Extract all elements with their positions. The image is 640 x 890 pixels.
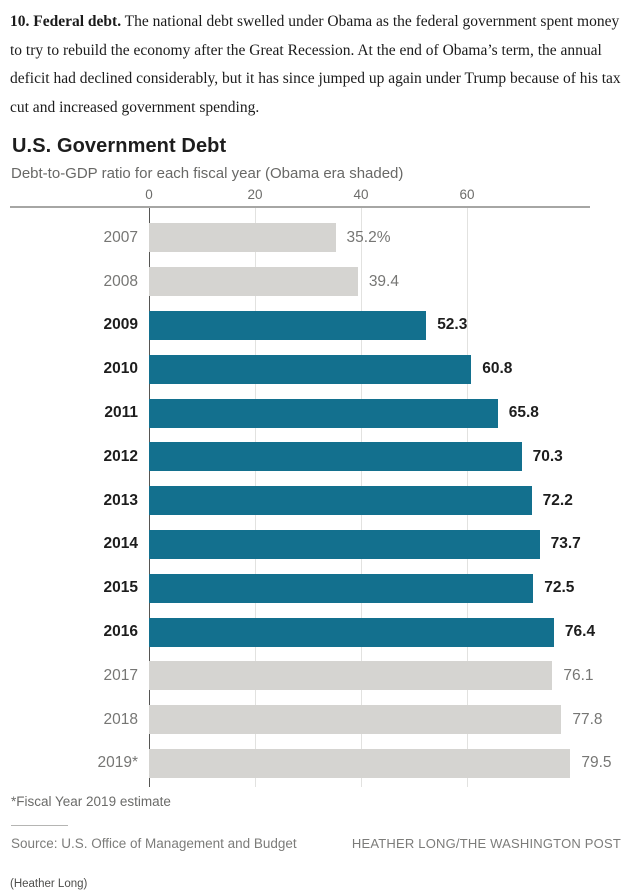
year-label: 2017 xyxy=(103,666,138,684)
value-label: 65.8 xyxy=(508,404,539,422)
bar-track: 72.2 xyxy=(149,486,590,516)
value-label: 52.3 xyxy=(437,316,468,334)
debt-chart: U.S. Government Debt Debt-to-GDP ratio f… xyxy=(10,135,621,851)
byline-credit: HEATHER LONG/THE WASHINGTON POST xyxy=(351,836,621,852)
chart-row: 2012 70.3 xyxy=(10,435,590,479)
chart-row: 2019* 79.5 xyxy=(10,742,612,786)
value-label: 60.8 xyxy=(482,360,513,378)
year-label: 2014 xyxy=(103,535,138,553)
chart-row: 2013 72.2 xyxy=(10,479,590,523)
value-label: 72.5 xyxy=(544,579,575,597)
year-label: 2013 xyxy=(103,491,138,509)
year-label: 2008 xyxy=(103,272,138,290)
obama-era-bar xyxy=(149,529,540,559)
chart-row: 2010 60.8 xyxy=(10,347,590,391)
intro-lead: 10. Federal debt. xyxy=(10,13,122,30)
x-axis-tick-label: 60 xyxy=(459,187,475,202)
chart-row: 2018 77.8 xyxy=(10,698,603,742)
year-label: 2015 xyxy=(103,579,138,597)
obama-era-bar xyxy=(149,398,498,428)
plot-area: 2007 35.2% 2008 39.4 2009 52.3 2010 60.8 2011 65.… xyxy=(10,206,612,788)
value-label: 76.4 xyxy=(564,623,596,641)
x-axis-ticks: 0 20 40 60 xyxy=(10,185,590,206)
obama-era-bar xyxy=(149,486,532,516)
bar xyxy=(149,223,336,253)
year-label: 2016 xyxy=(103,623,138,641)
chart-row: 2015 72.5 xyxy=(10,566,590,610)
obama-era-bar xyxy=(149,354,472,384)
value-label: 73.7 xyxy=(550,535,581,553)
bar-track: 79.5 xyxy=(149,748,612,778)
bar-track: 39.4 xyxy=(149,267,590,297)
bar-track: 70.3 xyxy=(149,442,590,472)
bar-track: 73.7 xyxy=(149,529,590,559)
value-label: 77.8 xyxy=(572,710,603,728)
intro-body: The national debt swelled under Obama as… xyxy=(10,13,621,116)
bar xyxy=(149,661,553,691)
bar-track: 76.1 xyxy=(149,661,594,691)
intro-paragraph: 10. Federal debt. The national debt swel… xyxy=(0,0,640,122)
source-row: Source: U.S. Office of Management and Bu… xyxy=(11,836,621,851)
year-label: 2007 xyxy=(103,228,138,246)
year-label: 2010 xyxy=(103,360,138,378)
x-axis-tick-label: 40 xyxy=(353,187,369,202)
chart-row: 2008 39.4 xyxy=(10,260,590,304)
chart-row: 2014 73.7 xyxy=(10,523,590,567)
year-label: 2019* xyxy=(97,754,138,772)
source-text: Source: U.S. Office of Management and Bu… xyxy=(11,836,297,852)
chart-row: 2016 76.4 xyxy=(10,610,595,654)
chart-row: 2017 76.1 xyxy=(10,654,594,698)
bar xyxy=(149,748,571,778)
chart-row: 2007 35.2% xyxy=(10,216,590,260)
bar-track: 77.8 xyxy=(149,705,603,735)
bar-track: 60.8 xyxy=(149,354,590,384)
year-label: 2018 xyxy=(103,710,138,728)
value-label: 39.4 xyxy=(368,272,399,290)
value-label: 70.3 xyxy=(532,447,563,465)
bar-track: 72.5 xyxy=(149,573,590,603)
bar-track: 35.2% xyxy=(149,223,590,253)
chart-row: 2011 65.8 xyxy=(10,391,590,435)
value-label: 72.2 xyxy=(542,491,573,509)
year-label: 2009 xyxy=(103,316,138,334)
bar xyxy=(149,705,562,735)
bar-track: 76.4 xyxy=(149,617,596,647)
obama-era-bar xyxy=(149,442,522,472)
year-label: 2012 xyxy=(103,447,138,465)
photo-caption: (Heather Long) xyxy=(10,878,88,890)
chart-title: U.S. Government Debt xyxy=(12,135,227,157)
divider-rule xyxy=(11,825,68,827)
bar-track: 52.3 xyxy=(149,310,590,340)
x-axis-tick-label: 20 xyxy=(247,187,263,202)
bar-track: 65.8 xyxy=(149,398,590,428)
obama-era-bar xyxy=(149,573,534,603)
obama-era-bar xyxy=(149,617,554,647)
obama-era-bar xyxy=(149,310,427,340)
value-label: 76.1 xyxy=(563,666,594,684)
chart-subtitle: Debt-to-GDP ratio for each fiscal year (… xyxy=(11,165,404,182)
chart-row: 2009 52.3 xyxy=(10,304,590,348)
value-label: 35.2% xyxy=(346,228,391,246)
chart-footnote: *Fiscal Year 2019 estimate xyxy=(11,794,171,810)
bar xyxy=(149,267,358,297)
value-label: 79.5 xyxy=(581,754,612,772)
x-axis-tick-label: 0 xyxy=(145,187,153,202)
year-label: 2011 xyxy=(104,404,138,422)
